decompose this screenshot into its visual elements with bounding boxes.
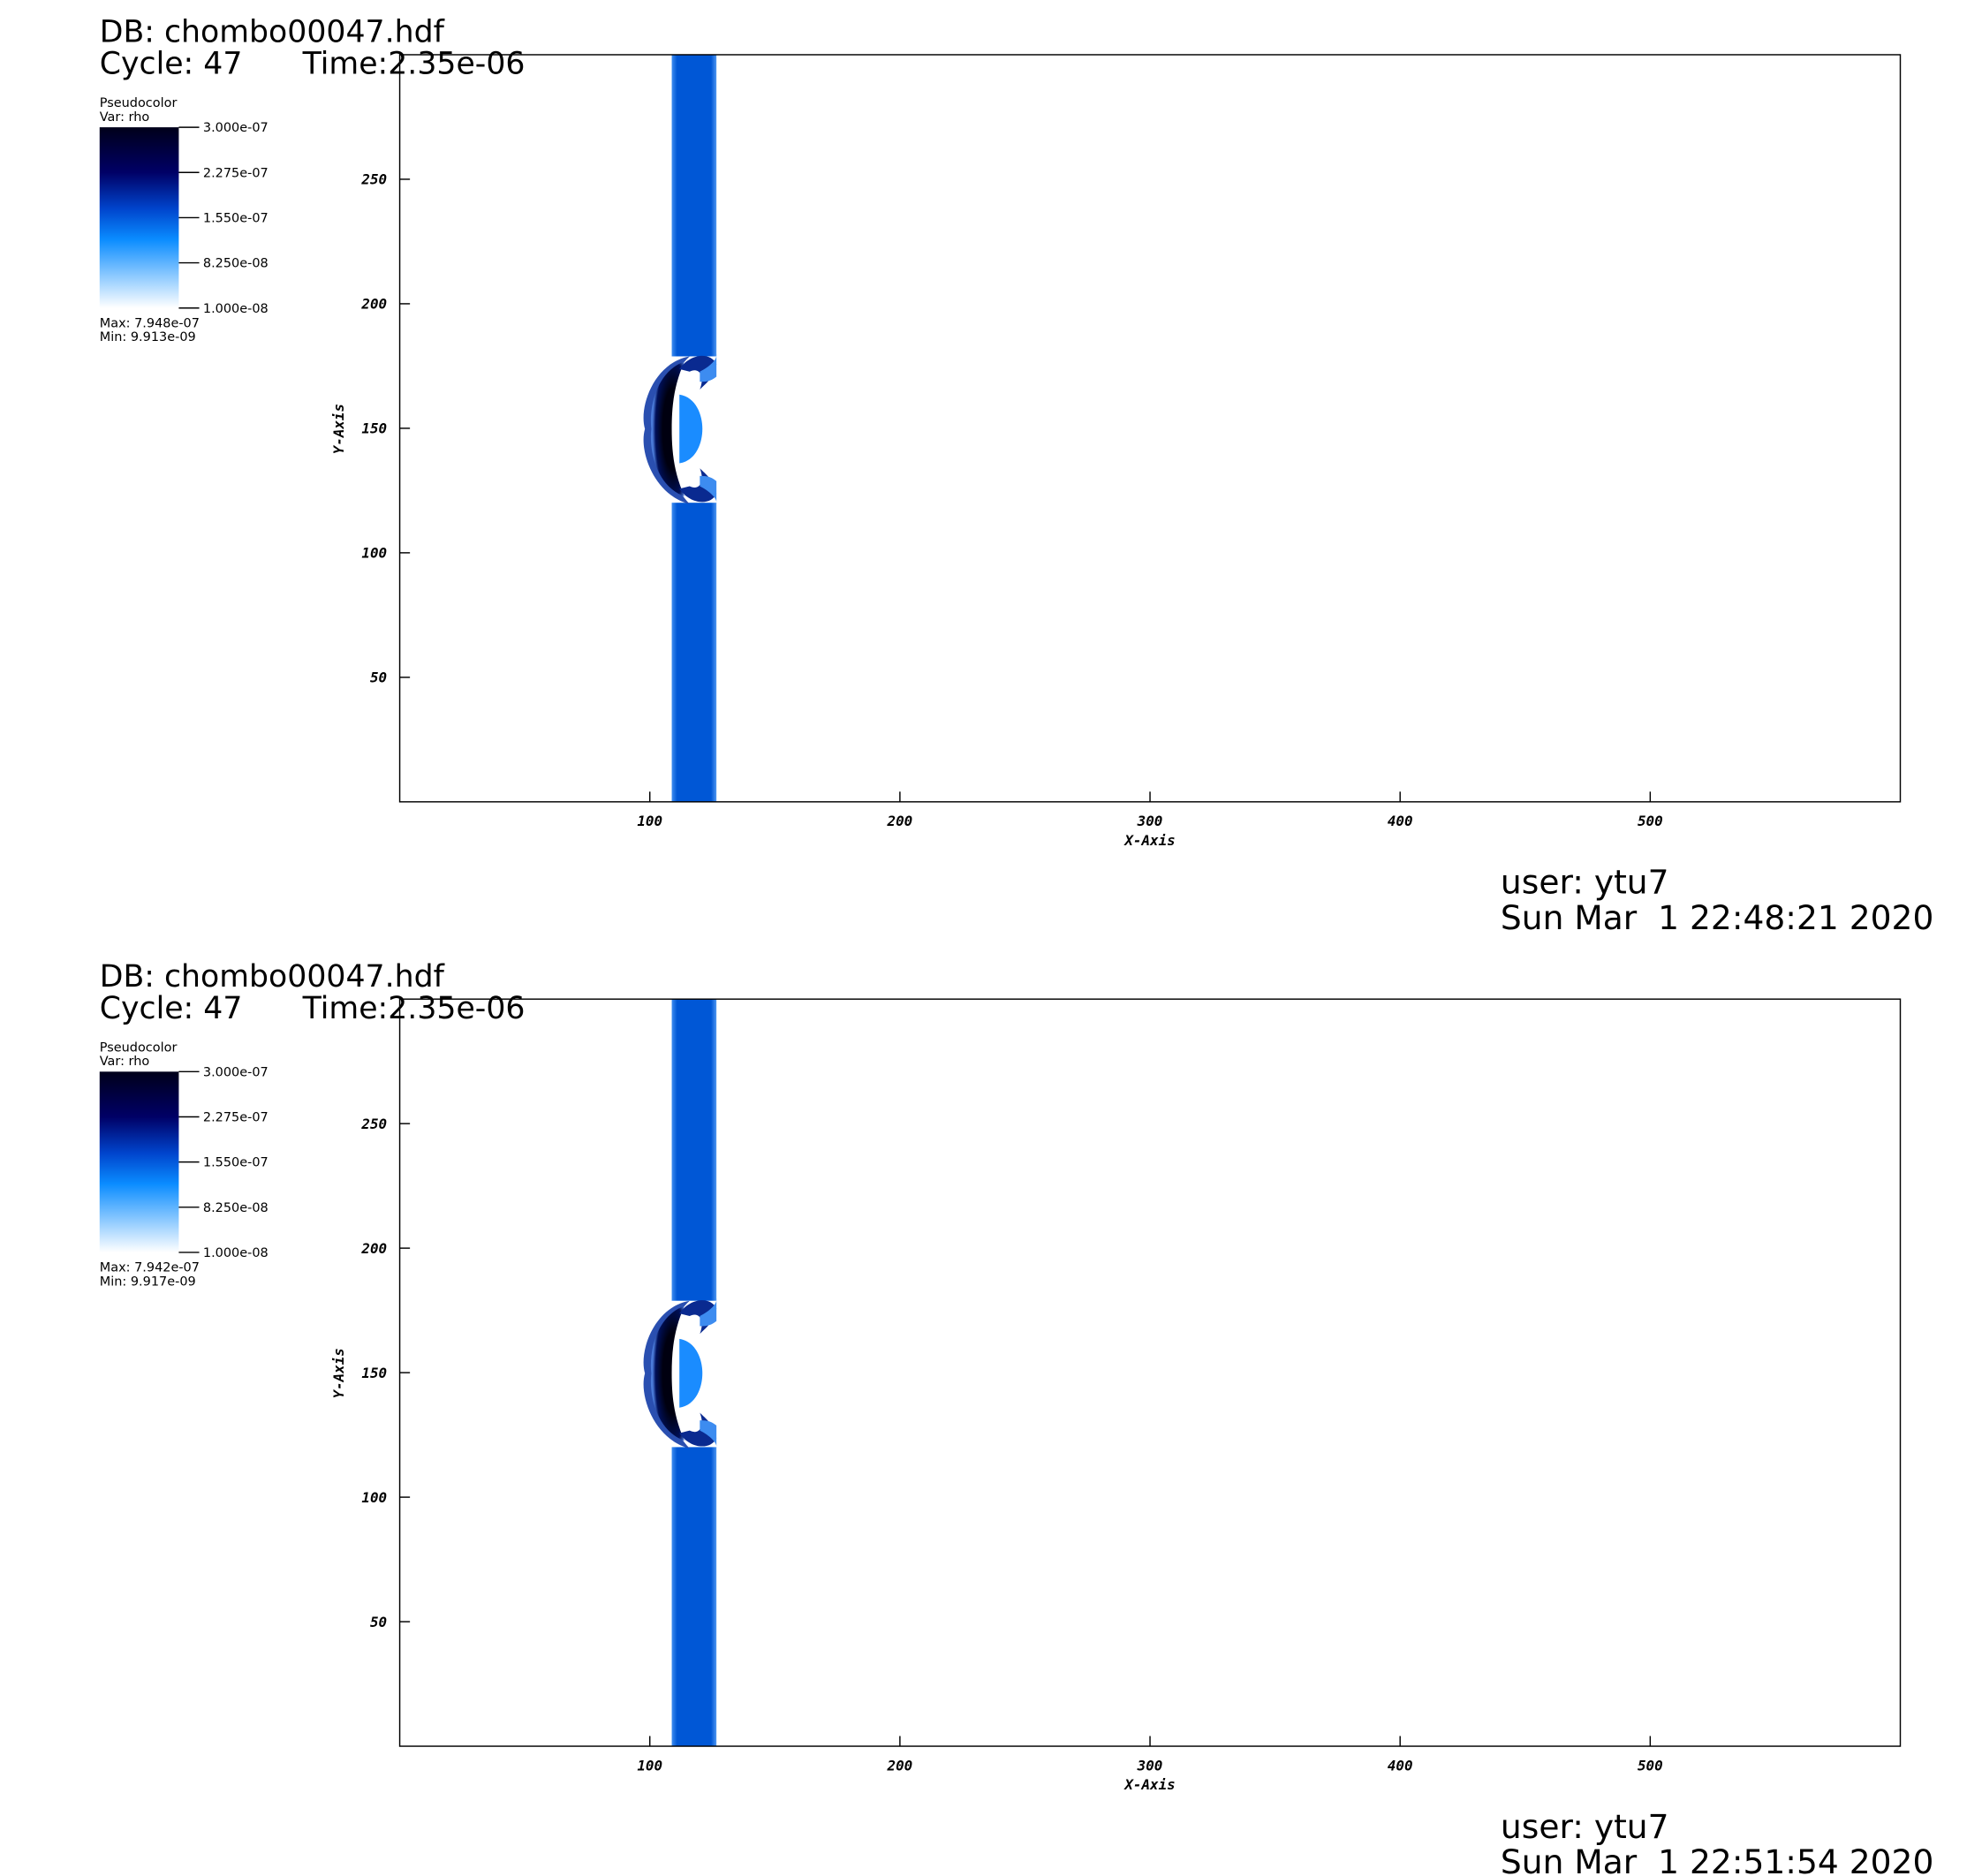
cycle: Cycle: 47 [100,991,243,1026]
x-axis-label: X-Axis [1123,832,1175,849]
max-value: Max: 7.942e-07 [100,1261,200,1275]
colorbar-tick-label: 8.250e-08 [203,257,269,271]
plot-frame [398,998,1902,1747]
x-tick-label: 400 [1388,813,1413,829]
x-tick-label: 100 [637,813,662,829]
y-tick-label: 100 [361,1489,387,1506]
colorbar-tick-label: 8.250e-08 [203,1201,269,1215]
y-tick-label: 50 [370,669,387,686]
y-tick-label: 100 [361,545,387,562]
legend-title: Pseudocolor [100,96,178,110]
y-axis-label: Y-Axis [330,1348,347,1398]
y-tick-label: 250 [360,171,387,188]
colorbar-tick-label: 2.275e-07 [203,166,269,180]
x-tick-label: 200 [887,1757,913,1774]
legend-variable: Var: rho [100,1055,150,1069]
time: Time:2.35e-06 [302,991,526,1026]
y-tick-label: 250 [360,1116,387,1132]
colorbar-tick-label: 3.000e-07 [203,1065,269,1079]
pseudocolor-field [643,999,722,1747]
colorbar-tick-label: 3.000e-07 [203,121,269,135]
colorbar-tick-label: 2.275e-07 [203,1111,269,1125]
x-tick-label: 500 [1638,813,1663,829]
legend-variable: Var: rho [100,110,150,125]
x-tick-label: 200 [887,813,913,829]
plot-frame [398,54,1902,803]
database-name: DB: chombo00047.hdf [100,15,445,50]
x-axis-label: X-Axis [1123,1776,1175,1793]
date: Sun Mar 1 22:51:54 2020 [1501,1842,1933,1876]
user: user: ytu7 [1501,863,1669,902]
colorbar-tick-label: 1.550e-07 [203,211,269,225]
max-value: Max: 7.948e-07 [100,316,200,330]
y-tick-label: 50 [370,1614,387,1630]
colorbar [99,1071,179,1252]
pseudocolor-field [643,54,722,802]
database-name: DB: chombo00047.hdf [100,959,445,995]
colorbar-tick-label: 1.550e-07 [203,1156,269,1170]
time: Time:2.35e-06 [302,47,526,82]
y-tick-label: 200 [360,1240,387,1257]
date: Sun Mar 1 22:48:21 2020 [1501,898,1933,937]
x-tick-label: 300 [1137,1757,1163,1774]
x-tick-label: 500 [1638,1757,1663,1774]
y-axis-label: Y-Axis [330,404,347,454]
colorbar [99,127,179,308]
y-tick-label: 150 [361,1365,387,1381]
x-tick-label: 400 [1388,1757,1413,1774]
min-value: Min: 9.917e-09 [100,1275,196,1289]
colorbar-tick-label: 1.000e-08 [203,1246,269,1260]
min-value: Min: 9.913e-09 [100,330,196,344]
cycle: Cycle: 47 [100,47,243,82]
y-tick-label: 200 [360,296,387,313]
x-tick-label: 100 [637,1757,662,1774]
y-tick-label: 150 [361,420,387,437]
x-tick-label: 300 [1137,813,1163,829]
legend-title: Pseudocolor [100,1040,178,1055]
user: user: ytu7 [1501,1807,1669,1846]
colorbar-tick-label: 1.000e-08 [203,302,269,316]
